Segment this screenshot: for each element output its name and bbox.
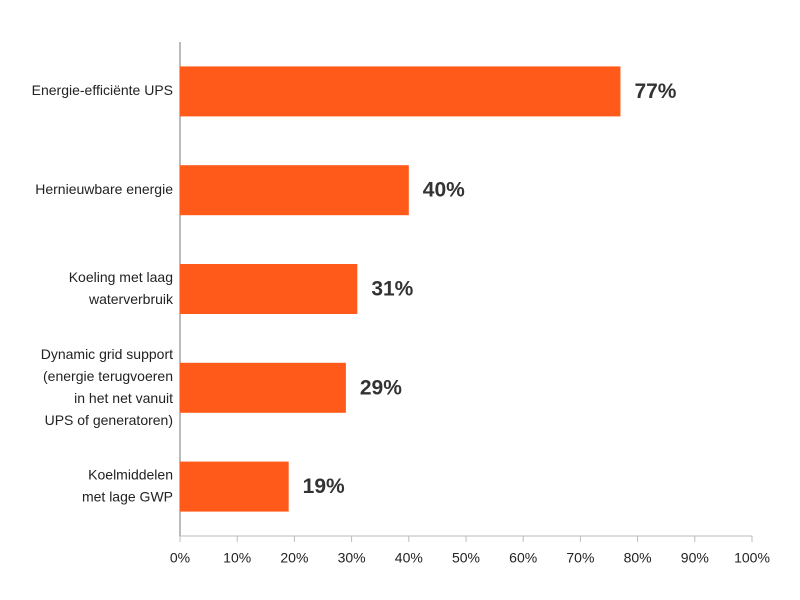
x-tick-label: 10% <box>223 550 251 566</box>
x-tick-label: 0% <box>170 550 190 566</box>
x-tick-label: 20% <box>280 550 308 566</box>
value-label: 77% <box>634 80 676 103</box>
category-label: Koeling met laag waterverbruik <box>69 269 174 307</box>
value-label: 29% <box>360 376 402 399</box>
bar <box>180 66 621 117</box>
x-tick-label: 70% <box>566 550 594 566</box>
category-label: Hernieuwbare energie <box>35 181 173 197</box>
x-tick-label: 40% <box>395 550 423 566</box>
value-label: 19% <box>303 475 345 498</box>
x-tick-label: 50% <box>452 550 480 566</box>
category-label: Dynamic grid support (energie terugvoeren… <box>41 346 173 428</box>
x-tick-label: 90% <box>681 550 709 566</box>
value-label: 31% <box>371 278 413 301</box>
bar <box>180 362 346 413</box>
value-label: 40% <box>423 179 465 202</box>
bar <box>180 264 358 314</box>
bar <box>180 461 289 512</box>
x-tick-label: 60% <box>509 550 537 566</box>
category-label: Energie-efficiënte UPS <box>32 82 173 98</box>
x-tick-label: 30% <box>338 550 366 566</box>
bar <box>180 165 409 216</box>
category-label: Koelmiddelen met lage GWP <box>82 466 173 504</box>
x-tick-label: 80% <box>624 550 652 566</box>
x-tick-label: 100% <box>734 550 770 566</box>
